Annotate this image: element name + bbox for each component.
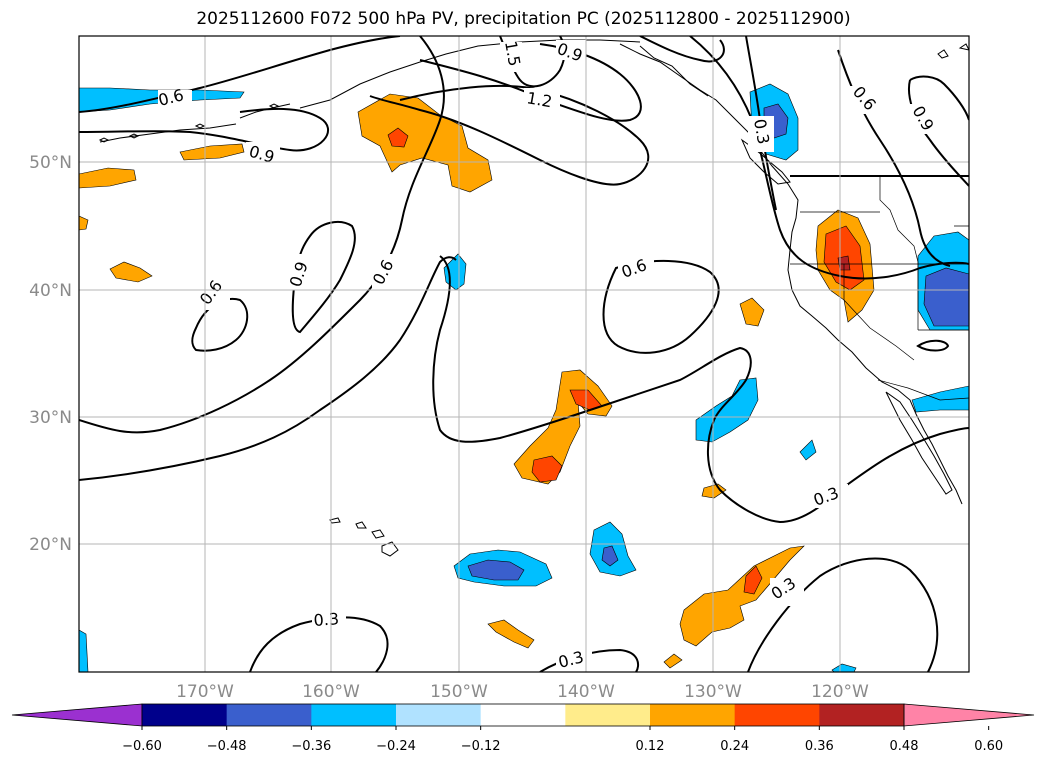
map-frame <box>78 35 970 673</box>
colorbar-segment <box>396 704 482 726</box>
colorbar-tick-label: 0.12 <box>636 739 665 754</box>
colorbar-segment <box>226 704 312 726</box>
contour-labels: 1.5 0.9 1.2 0.6 0.9 0.6 0.9 0.3 0.9 0.6 … <box>156 39 938 672</box>
contour-label: 1.5 <box>501 39 524 67</box>
colorbar-tick-label: −0.60 <box>122 739 162 754</box>
colorbar-min-arrow <box>11 703 143 727</box>
colorbar: −0.60 −0.48 −0.36 −0.24 −0.12 0.12 0.24 0.36 0.4… <box>11 703 1035 754</box>
lon-label: 150°W <box>430 682 488 702</box>
lon-label: 160°W <box>302 682 360 702</box>
colorbar-segment <box>734 704 820 726</box>
gridlines <box>79 36 969 672</box>
lon-label: 140°W <box>557 682 615 702</box>
colorbar-segment <box>480 704 566 726</box>
lon-label: 120°W <box>811 682 869 702</box>
lat-label: 50°N <box>29 153 72 173</box>
colorbar-segment <box>650 704 736 726</box>
lat-label: 20°N <box>29 535 72 555</box>
colorbar-max-arrow <box>903 703 1035 727</box>
colorbar-tick-label: −0.48 <box>207 739 247 754</box>
contour-label: 0.3 <box>313 609 340 630</box>
colorbar-tick-label: 0.36 <box>805 739 834 754</box>
latitude-labels: 50°N 40°N 30°N 20°N <box>29 153 72 555</box>
lat-label: 30°N <box>29 408 72 428</box>
lon-label: 130°W <box>684 682 742 702</box>
contour-label: 0.3 <box>750 117 773 145</box>
colorbar-tick-label: −0.12 <box>461 739 501 754</box>
colorbar-tick-label: 0.60 <box>974 739 1003 754</box>
colorbar-segment <box>565 704 651 726</box>
longitude-labels: 170°W 160°W 150°W 140°W 130°W 120°W <box>176 682 869 702</box>
colorbar-frame <box>141 703 905 727</box>
precipitation-anomaly-fill <box>79 83 969 672</box>
colorbar-segment <box>311 704 397 726</box>
map-title: 2025112600 F072 500 hPa PV, precipitatio… <box>196 9 851 29</box>
contour-label: 1.2 <box>525 88 553 111</box>
colorbar-tick-label: 0.48 <box>890 739 919 754</box>
colorbar-segment <box>819 704 905 726</box>
colorbar-tick-label: −0.24 <box>376 739 416 754</box>
colorbar-segment <box>142 704 228 726</box>
lat-label: 40°N <box>29 281 72 301</box>
lon-label: 170°W <box>176 682 234 702</box>
colorbar-tick-label: 0.24 <box>720 739 749 754</box>
colorbar-tick-label: −0.36 <box>291 739 331 754</box>
